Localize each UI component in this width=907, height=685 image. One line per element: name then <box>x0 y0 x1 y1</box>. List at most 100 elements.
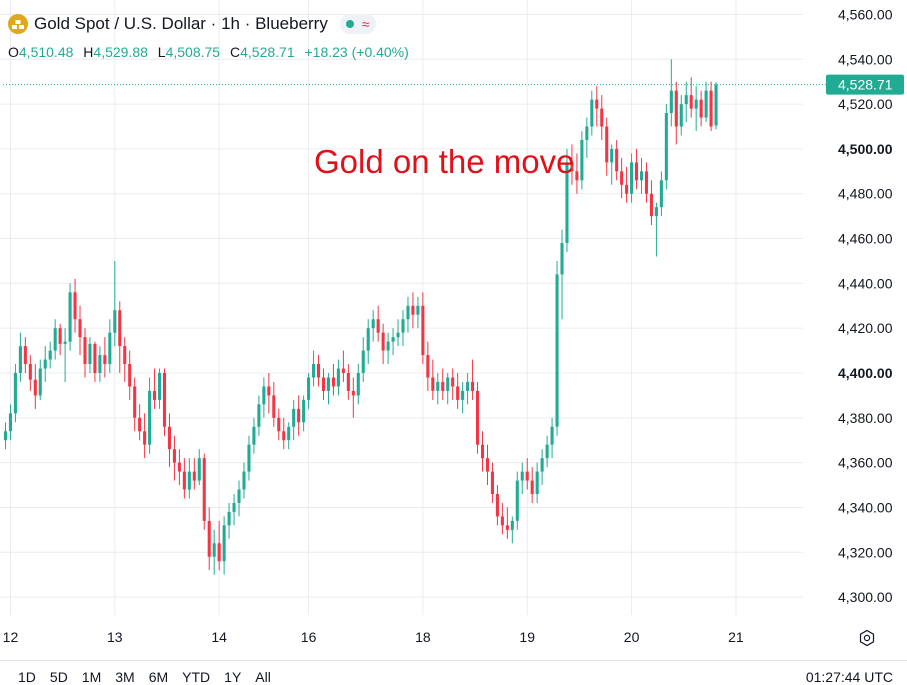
candle-body <box>480 444 485 459</box>
candle <box>451 368 455 400</box>
candle-body <box>133 386 137 418</box>
ohlc-legend: O4,510.48 H4,529.88 L4,508.75 C4,528.71 … <box>8 44 409 60</box>
candle <box>153 368 157 409</box>
candle <box>63 328 67 382</box>
range-button-5d[interactable]: 5D <box>49 669 68 685</box>
range-button-3m[interactable]: 3M <box>115 669 135 685</box>
candle <box>103 337 107 378</box>
range-button-6m[interactable]: 6M <box>148 669 169 685</box>
candle-body <box>153 390 157 400</box>
candle-body <box>98 355 102 373</box>
range-button-1m[interactable]: 1M <box>81 669 102 685</box>
candle <box>485 444 490 486</box>
candle <box>88 337 92 373</box>
candle <box>38 359 42 400</box>
candle-body <box>247 444 251 472</box>
x-axis: 12 13 14 16 18 19 20 21 <box>3 629 744 645</box>
candle <box>560 229 564 320</box>
candle <box>351 377 355 418</box>
y-tick-label: 4,440.00 <box>838 275 893 291</box>
candle <box>167 413 171 468</box>
candle <box>302 395 306 432</box>
x-tick-label: 13 <box>107 629 123 645</box>
candle <box>8 404 12 441</box>
candle-body <box>272 395 276 418</box>
candle-body <box>610 148 614 163</box>
utc-clock[interactable]: 01:27:44 UTC <box>805 669 893 685</box>
y-tick-label: 4,400.00 <box>838 365 893 381</box>
candle-body <box>674 90 678 127</box>
candle <box>341 350 345 382</box>
candle-body <box>113 310 117 333</box>
candle <box>674 81 678 145</box>
high-label: H <box>83 44 94 60</box>
candle-body <box>436 381 440 391</box>
candle-body <box>391 337 395 342</box>
candle-body <box>411 305 415 315</box>
candle <box>361 337 365 382</box>
candle <box>212 529 216 575</box>
candle-body <box>620 171 624 185</box>
candle-body <box>585 126 589 140</box>
candle <box>620 157 624 199</box>
x-tick-label: 14 <box>211 629 227 645</box>
candle-body <box>669 90 673 114</box>
candle-body <box>555 274 559 427</box>
candle <box>18 332 22 382</box>
candle <box>53 319 57 360</box>
candle <box>644 162 649 203</box>
candle-body <box>356 373 360 396</box>
candle-body <box>535 471 539 494</box>
candle <box>13 364 17 423</box>
candle <box>610 144 614 185</box>
range-button-1d[interactable]: 1D <box>18 669 36 685</box>
candle <box>73 278 77 333</box>
candle <box>535 462 539 503</box>
candle <box>217 520 221 571</box>
candle <box>555 260 559 436</box>
candle-body <box>366 328 370 351</box>
candle-body <box>123 346 127 365</box>
candle <box>262 377 266 418</box>
candle-body <box>341 368 345 373</box>
candle <box>421 292 425 365</box>
candle-body <box>575 171 579 181</box>
candle <box>689 77 693 118</box>
candle-body <box>381 332 385 351</box>
candle-body <box>406 305 410 320</box>
candle-body <box>699 99 703 118</box>
candle-body <box>148 390 152 445</box>
symbol-title[interactable]: Gold Spot / U.S. Dollar · 1h · Blueberry <box>34 14 328 33</box>
candle-body <box>277 417 281 432</box>
candle-body <box>227 511 231 526</box>
candle-body <box>53 328 57 351</box>
candle <box>282 417 286 450</box>
candle-body <box>287 426 291 441</box>
gear-icon[interactable] <box>858 629 876 647</box>
candle-body <box>262 386 266 405</box>
candle <box>694 86 698 131</box>
y-tick-label: 4,420.00 <box>838 320 893 336</box>
candle <box>436 373 440 405</box>
candle <box>600 95 604 140</box>
candle <box>625 166 629 203</box>
candle-body <box>18 346 22 373</box>
candle <box>406 296 410 333</box>
candle <box>3 422 8 450</box>
y-tick-label: 4,340.00 <box>838 499 893 515</box>
range-button-all[interactable]: All <box>255 669 271 685</box>
candle <box>43 346 47 382</box>
candle-body <box>43 359 47 369</box>
range-button-1y[interactable]: 1Y <box>224 669 242 685</box>
candle-body <box>639 171 644 181</box>
candle <box>471 359 475 400</box>
y-tick-label: 4,480.00 <box>838 186 893 202</box>
candle-body <box>560 243 564 275</box>
candle-body <box>172 449 176 463</box>
x-tick-label: 19 <box>519 629 535 645</box>
range-button-ytd[interactable]: YTD <box>182 669 211 685</box>
candle-body <box>456 386 460 400</box>
candle <box>252 417 256 454</box>
status-badges[interactable]: ≈ <box>339 14 376 34</box>
